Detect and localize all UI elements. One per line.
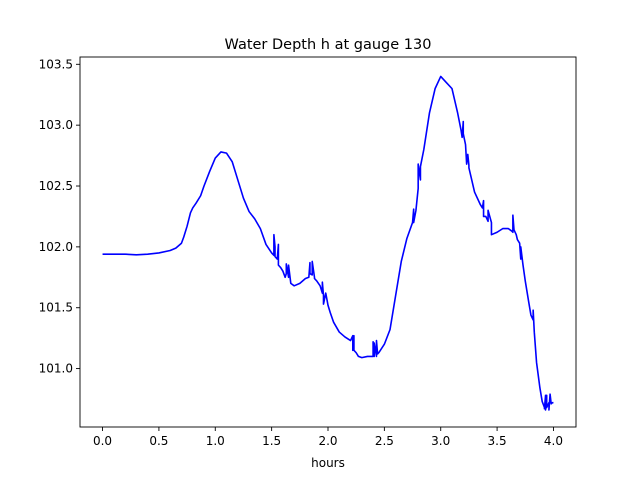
y-tick-label: 101.5	[39, 301, 73, 315]
y-axis: 101.0 101.5 102.0 102.5 103.0 103.5	[39, 57, 80, 376]
y-tick-label: 103.5	[39, 57, 73, 71]
plot-layer	[102, 75, 554, 411]
x-tick-label: 4.0	[544, 434, 563, 448]
x-axis-label: hours	[311, 456, 345, 470]
y-tick-label: 101.0	[39, 362, 73, 376]
series-line-0	[102, 75, 554, 411]
x-tick-label: 2.0	[318, 434, 337, 448]
x-axis: 0.0 0.5 1.0 1.5 2.0 2.5 3.0 3.5 4.0	[93, 427, 563, 448]
x-tick-label: 0.5	[149, 434, 168, 448]
x-tick-label: 3.5	[488, 434, 507, 448]
y-tick-label: 102.5	[39, 179, 73, 193]
x-tick-label: 1.0	[206, 434, 225, 448]
x-tick-label: 0.0	[93, 434, 112, 448]
x-tick-label: 1.5	[262, 434, 281, 448]
y-tick-label: 103.0	[39, 118, 73, 132]
chart-title: Water Depth h at gauge 130	[225, 37, 432, 53]
plot-area	[80, 57, 576, 427]
x-tick-label: 3.0	[431, 434, 450, 448]
y-tick-label: 102.0	[39, 240, 73, 254]
x-tick-label: 2.5	[375, 434, 394, 448]
